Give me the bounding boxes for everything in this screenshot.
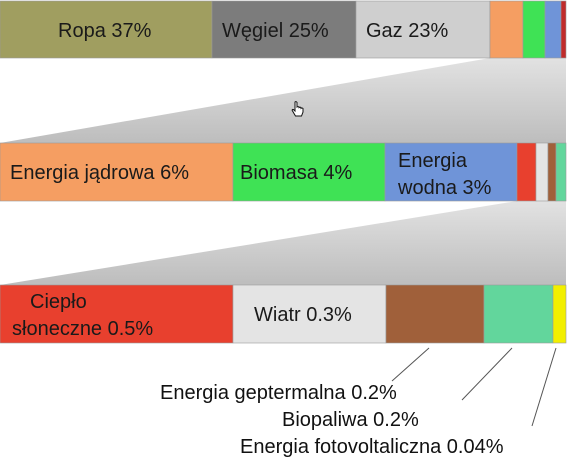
segment-label: Biomasa 4%	[240, 162, 352, 184]
bar-segment	[232, 142, 386, 202]
bar-segment	[355, 0, 491, 59]
bar-segment	[0, 142, 234, 202]
bar-segment	[0, 0, 213, 59]
zoom-fan-1	[0, 58, 566, 143]
bar-segment	[555, 142, 567, 202]
bar-row-other: Energia jądrowa 6% Biomasa 4% Energia wodna…	[0, 142, 567, 202]
bar-segment	[483, 284, 554, 344]
mouse-cursor-icon	[291, 101, 304, 117]
bar-segment	[211, 0, 357, 59]
leader-line-biofuels	[461, 347, 513, 401]
segment-label: Węgiel 25%	[222, 20, 329, 42]
bar-segment	[522, 0, 546, 59]
bar-row-total: Ropa 37% Węgiel 25% Gaz 23%	[0, 0, 567, 59]
bar-segment	[232, 284, 387, 344]
bar-segment	[489, 0, 524, 59]
annotation-photovoltaic: Energia fotovoltaliczna 0.04%	[240, 436, 504, 458]
bar-segment	[516, 142, 537, 202]
segment-label: Ropa 37%	[58, 20, 152, 42]
segment-label: Wiatr 0.3%	[254, 304, 352, 326]
bar-segment	[552, 284, 567, 344]
bar-row-renewables: Ciepło słoneczne 0.5% Wiatr 0.3%	[0, 284, 567, 344]
bar-segment	[544, 0, 562, 59]
bar-segment	[535, 142, 549, 202]
bar-segment	[0, 284, 234, 344]
zoom-fan-2	[0, 201, 566, 285]
leader-line-photovoltaic	[531, 347, 557, 427]
segment-label: Energia jądrowa 6%	[10, 162, 189, 184]
annotation-geothermal: Energia geptermalna 0.2%	[160, 382, 397, 404]
bar-segment	[547, 142, 557, 202]
segment-label: Gaz 23%	[366, 20, 448, 42]
leader-line-geothermal	[391, 347, 430, 382]
bar-segment	[385, 284, 485, 344]
segment-label: Ciepło słoneczne 0.5%	[12, 291, 153, 340]
bar-segment	[560, 0, 567, 59]
annotation-biofuels: Biopaliwa 0.2%	[282, 409, 419, 431]
segment-label: Energia wodna 3%	[397, 150, 492, 199]
